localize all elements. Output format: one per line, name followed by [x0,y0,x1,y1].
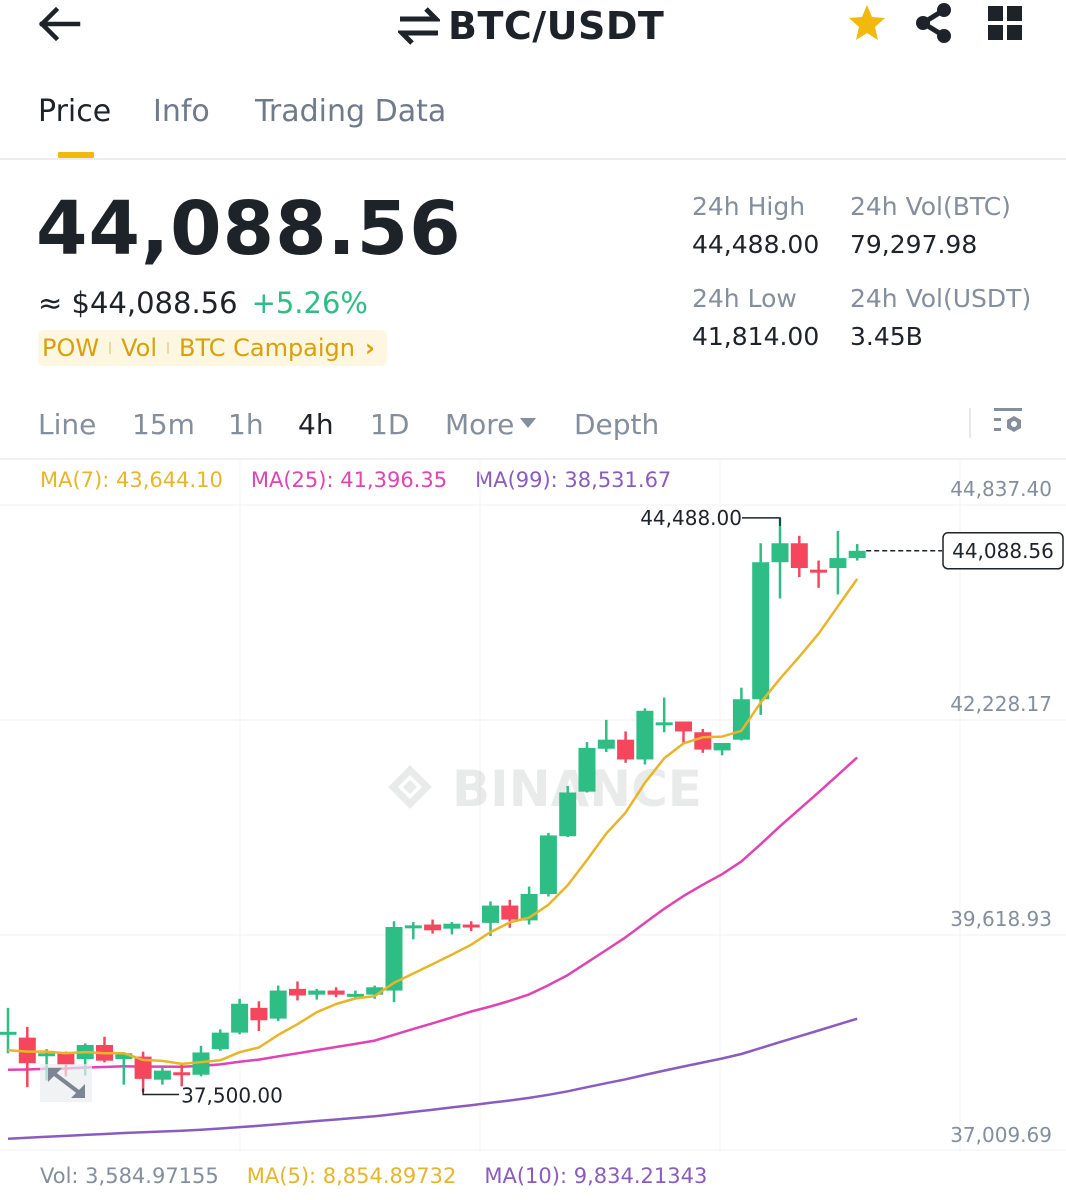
tab-info[interactable]: Info [153,94,210,129]
svg-text:44,488.00: 44,488.00 [640,506,742,530]
interval-bar: Line 15m 1h 4h 1D More Depth [0,396,1066,460]
fiat-price: ≈ $44,088.56 [38,286,238,320]
ma7-legend: MA(7): 43,644.10 [40,468,223,492]
expand-chart-icon[interactable] [40,1064,92,1102]
grid-icon [988,6,1022,40]
vol-btc-label: 24h Vol(BTC) [850,192,1011,221]
low-label: 24h Low [692,284,797,313]
share-icon [916,3,951,43]
tag-strip[interactable]: POW Vol BTC Campaign › [38,330,387,366]
volume-legend: Vol: 3,584.97155 MA(5): 8,854.89732 MA(1… [40,1164,707,1188]
interval-more-dropdown[interactable]: More [445,408,537,441]
swap-arrows-icon [398,7,440,45]
vol-ma5: MA(5): 8,854.89732 [246,1164,457,1188]
back-button[interactable] [38,4,86,44]
share-button[interactable] [914,2,954,44]
y-axis-labels: 44,837.40 42,228.17 39,618.93 37,009.69 [950,477,1052,1147]
tag-pow[interactable]: POW [42,334,100,362]
ma-legend: MA(7): 43,644.10 MA(25): 41,396.35 MA(99… [40,468,671,492]
high-value: 44,488.00 [692,230,820,259]
divider [969,408,971,438]
low-value: 41,814.00 [692,322,820,351]
svg-text:44,088.56: 44,088.56 [952,539,1054,563]
vol-usdt-value: 3.45B [850,322,923,351]
svg-text:42,228.17: 42,228.17 [950,692,1052,716]
svg-text:37,500.00: 37,500.00 [181,1084,283,1108]
svg-text:37,009.69: 37,009.69 [950,1123,1052,1147]
tab-trading-data[interactable]: Trading Data [255,94,447,129]
caret-down-icon [520,418,537,428]
vol-ma10: MA(10): 9,834.21343 [484,1164,708,1188]
vol-btc-value: 79,297.98 [850,230,978,259]
interval-1h[interactable]: 1h [228,408,264,441]
ma99-line [7,1017,858,1140]
chart-settings-icon [994,408,1022,432]
pair-selector[interactable]: BTC/USDT [398,2,664,50]
high-label: 24h High [692,192,806,221]
tag-separator [167,342,169,354]
interval-line[interactable]: Line [38,408,97,441]
interval-15m[interactable]: 15m [132,408,195,441]
binance-watermark: BINANCE [388,760,702,818]
vol-usdt-label: 24h Vol(USDT) [850,284,1032,313]
last-price: 44,088.56 [36,186,462,272]
ma99-legend: MA(99): 38,531.67 [475,468,672,492]
interval-depth[interactable]: Depth [574,408,660,441]
favorite-button[interactable] [846,2,888,44]
ma25-legend: MA(25): 41,396.35 [250,468,448,492]
star-icon [849,5,885,40]
svg-text:BINANCE: BINANCE [452,760,702,818]
top-bar: BTC/USDT [0,0,1066,60]
tab-price[interactable]: Price [38,94,112,129]
layout-button[interactable] [986,4,1024,42]
chevron-right-icon: › [365,334,375,362]
chart-annotations: 44,488.00 37,500.00 44,088.56 [142,506,1064,1108]
chart-grid [0,462,1066,1152]
tag-vol[interactable]: Vol [121,334,157,362]
candlestick-chart[interactable]: BINANCE 44,837.40 42,228.17 39,618.93 37,00… [0,460,1066,1160]
svg-text:39,618.93: 39,618.93 [950,907,1052,931]
tag-btc-campaign[interactable]: BTC Campaign [179,334,356,362]
candles [0,517,866,1093]
active-tab-indicator [58,152,94,158]
change-percent: +5.26% [251,286,368,320]
vol-value: Vol: 3,584.97155 [40,1164,219,1188]
interval-more-label: More [445,408,515,441]
arrow-left-icon [38,6,81,42]
price-sub-row: ≈ $44,088.56 +5.26% [38,286,368,320]
main-tabs: Price Info Trading Data [0,88,1066,160]
ma7-line [7,578,859,1066]
svg-text:44,837.40: 44,837.40 [950,477,1052,501]
interval-1d[interactable]: 1D [370,408,410,441]
ma25-line [7,756,859,1072]
chart-settings-button[interactable] [990,404,1026,440]
pair-title: BTC/USDT [448,4,665,48]
tag-separator [109,342,112,354]
interval-4h[interactable]: 4h [298,408,334,441]
